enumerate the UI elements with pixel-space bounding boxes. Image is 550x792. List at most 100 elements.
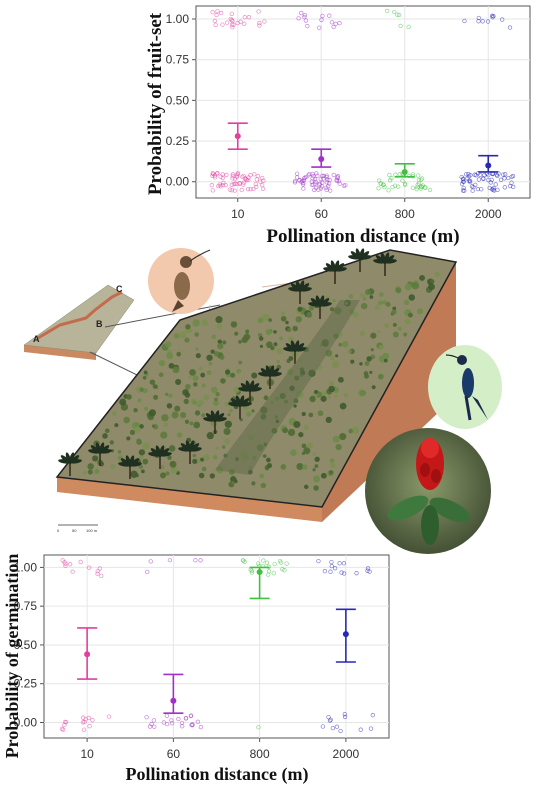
raw-point <box>239 187 244 193</box>
shrub <box>152 384 158 389</box>
shrub <box>308 412 314 418</box>
shrub <box>403 299 410 306</box>
fruit-set-error-bars <box>227 122 499 178</box>
shrub <box>328 470 334 475</box>
inset-map-route <box>37 290 123 340</box>
shrub <box>173 333 180 339</box>
shrub <box>203 394 210 401</box>
raw-point <box>423 185 428 190</box>
raw-point <box>230 173 235 179</box>
shrub <box>192 400 197 405</box>
shrub <box>126 436 131 441</box>
shrub <box>213 397 218 402</box>
raw-point <box>490 15 495 20</box>
shrub <box>348 428 353 434</box>
raw-point <box>220 182 225 188</box>
shrub <box>285 320 289 325</box>
shrub <box>161 414 169 422</box>
shrub <box>223 427 231 436</box>
shrub <box>370 332 377 339</box>
y-tick-label: 0.50 <box>14 638 38 652</box>
raw-point <box>317 25 322 30</box>
palm-frond <box>249 387 262 392</box>
shrub <box>193 382 198 387</box>
shrub <box>313 485 319 491</box>
shrub <box>266 457 271 463</box>
shrub <box>141 469 145 474</box>
shrub <box>251 409 255 413</box>
shrub <box>183 398 189 405</box>
shrub <box>382 300 387 305</box>
shrub <box>281 311 285 316</box>
shrub <box>360 302 368 310</box>
raw-point <box>302 176 307 181</box>
shrub <box>351 426 360 434</box>
raw-point <box>95 569 100 574</box>
raw-point <box>253 181 258 187</box>
raw-point <box>313 179 318 185</box>
shrub <box>126 394 132 400</box>
inset-label-c: C <box>116 284 123 294</box>
raw-point <box>230 18 235 24</box>
shrub <box>293 420 301 429</box>
raw-point <box>169 721 175 726</box>
shrub <box>144 406 149 411</box>
raw-point <box>193 558 198 563</box>
palm-frond <box>129 462 142 467</box>
raw-point <box>70 569 75 574</box>
shrub <box>407 312 413 318</box>
shrub <box>189 369 196 376</box>
estimate-point <box>318 155 325 162</box>
raw-point <box>328 717 333 722</box>
shrub <box>168 393 173 398</box>
palm-frond <box>299 280 305 292</box>
raw-point <box>496 171 501 176</box>
raw-point <box>341 571 347 576</box>
raw-point <box>272 561 277 567</box>
shrub <box>170 466 179 474</box>
shrub <box>298 431 304 438</box>
shrub <box>160 472 167 479</box>
raw-point <box>466 174 472 179</box>
fruit-set-x-axis-title: Pollination distance (m) <box>266 226 459 247</box>
shrub <box>430 279 435 284</box>
scale-bar-label-100: 100 m <box>86 528 98 533</box>
shrub <box>350 359 355 364</box>
shrub <box>224 438 231 445</box>
y-tick-label: 0.00 <box>166 175 190 189</box>
shrub <box>195 353 201 359</box>
shrub <box>221 445 226 449</box>
raw-point <box>246 15 252 20</box>
shrub <box>222 340 227 345</box>
shrub <box>417 308 423 315</box>
raw-point <box>400 178 405 183</box>
raw-point <box>313 185 319 191</box>
shrub <box>172 366 180 374</box>
fruit-set-y-ticks: 0.00 0.25 0.50 0.75 1.00 <box>166 12 196 189</box>
raw-point <box>218 10 224 16</box>
palm-frond <box>249 380 255 392</box>
raw-point <box>472 172 477 177</box>
raw-point <box>249 568 254 573</box>
raw-point <box>330 725 335 731</box>
raw-point <box>331 24 336 30</box>
raw-point <box>67 562 73 567</box>
shrub <box>374 304 380 311</box>
raw-point <box>301 186 306 191</box>
shrub <box>224 401 230 407</box>
raw-point <box>224 172 229 178</box>
raw-point <box>386 188 391 193</box>
raw-point <box>63 563 68 569</box>
shrub <box>176 351 181 357</box>
raw-point <box>324 173 329 178</box>
shrub <box>335 444 342 451</box>
raw-point <box>241 182 246 187</box>
raw-point <box>370 713 375 718</box>
raw-point <box>292 178 298 184</box>
raw-point <box>332 566 338 571</box>
raw-point <box>343 183 348 188</box>
raw-point <box>254 184 259 189</box>
raw-point <box>78 559 83 565</box>
shrub <box>325 416 332 424</box>
shrub <box>160 465 165 470</box>
